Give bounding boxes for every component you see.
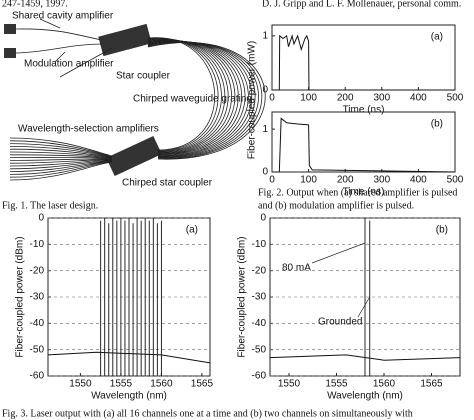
waveguide xyxy=(9,146,113,158)
diagram-label: Star coupler xyxy=(116,71,171,82)
x-tick-label: 0 xyxy=(269,93,275,104)
x-tick-label: 200 xyxy=(337,93,354,104)
x-tick-label: 200 xyxy=(337,175,354,186)
x-tick-label: 1560 xyxy=(373,379,396,390)
y-tick-label: -50 xyxy=(252,344,267,355)
panel-label: (b) xyxy=(431,119,443,130)
waveguide xyxy=(9,161,113,181)
waveguide xyxy=(147,42,266,160)
waveguide xyxy=(9,161,113,178)
waveguide xyxy=(9,148,113,158)
header-left: 247-1459, 1997. xyxy=(2,0,68,9)
plot-frame xyxy=(271,24,456,91)
y-tick-label: -50 xyxy=(30,344,45,355)
leader-line xyxy=(357,296,371,318)
x-axis-label: Time (ns) xyxy=(343,187,385,198)
diagram-label: Wavelength-selection amplifiers xyxy=(18,124,159,135)
waveguide xyxy=(9,157,113,160)
diagram-label: Chirped star coupler xyxy=(122,178,213,189)
x-tick-label: 1550 xyxy=(278,379,301,390)
waveguide xyxy=(9,140,113,157)
x-tick-label: 1555 xyxy=(110,379,133,390)
waveguide xyxy=(9,158,113,161)
diagram-label: Modulation amplifier xyxy=(24,59,114,70)
y-tick-label: -30 xyxy=(252,292,267,303)
caption: and (b) modulation amplifier is pulsed. xyxy=(258,200,414,211)
y-tick-label: 0 xyxy=(260,213,266,224)
waveguide xyxy=(9,159,113,164)
panel-label: (a) xyxy=(431,32,443,43)
y-axis-label: Fiber-coupled power (mW) xyxy=(247,41,258,159)
x-tick-label: 1560 xyxy=(150,379,173,390)
diagram-label: Shared cavity amplifier xyxy=(12,11,114,22)
panel-label: (b) xyxy=(436,225,448,236)
y-tick-label: -20 xyxy=(252,265,267,276)
data-line xyxy=(272,117,456,173)
waveguide xyxy=(9,143,113,158)
amplifier xyxy=(4,48,16,58)
annotation: 80 mA xyxy=(282,263,311,274)
x-tick-label: 400 xyxy=(410,93,427,104)
x-tick-label: 500 xyxy=(447,93,464,104)
caption: Fig. 3. Laser output with (a) all 16 cha… xyxy=(2,408,413,419)
waveguide xyxy=(9,160,113,170)
waveguide xyxy=(9,159,113,167)
y-tick-label: 0 xyxy=(262,85,268,96)
waveguide xyxy=(15,18,113,78)
x-tick-label: 300 xyxy=(373,175,390,186)
diagram-label: Chirped waveguide grating xyxy=(133,94,252,105)
waveguide xyxy=(9,160,113,172)
chirped-star-coupler xyxy=(106,135,162,177)
annotation: Grounded xyxy=(318,317,362,328)
y-tick-label: -10 xyxy=(30,239,45,250)
y-tick-label: -60 xyxy=(30,371,45,382)
waveguide xyxy=(9,137,113,157)
y-tick-label: 0 xyxy=(262,167,268,178)
panel-label: (a) xyxy=(186,225,198,236)
caption: Fig. 2. Output when (a) shared amplifier… xyxy=(258,187,457,198)
y-tick-label: 1 xyxy=(262,124,268,135)
figure-1: Shared cavity amplifier Modulation ampli… xyxy=(2,11,266,211)
y-axis-label: Fiber-coupled power (dBm) xyxy=(15,236,26,357)
x-tick-label: 1550 xyxy=(69,379,92,390)
data-line xyxy=(272,33,455,91)
y-axis-label: Fiber-coupled power (dBm) xyxy=(237,236,248,357)
x-axis-label: Wavelength (nm) xyxy=(91,391,167,402)
y-tick-label: 0 xyxy=(38,213,44,224)
x-tick-label: 500 xyxy=(447,175,464,186)
x-tick-label: 1565 xyxy=(191,379,214,390)
y-tick-label: -30 xyxy=(30,292,45,303)
x-axis-label: Wavelength (nm) xyxy=(327,391,403,402)
x-tick-label: 1555 xyxy=(325,379,348,390)
x-tick-label: 300 xyxy=(373,93,390,104)
x-axis-label: Time (ns) xyxy=(343,105,385,116)
waveguide xyxy=(9,154,113,159)
header-right: D. J. Gripp and L. F. Mollenauer, person… xyxy=(262,0,461,9)
x-tick-label: 400 xyxy=(410,175,427,186)
x-tick-label: 0 xyxy=(269,175,275,186)
y-tick-label: -40 xyxy=(30,318,45,329)
leader-line xyxy=(311,242,366,264)
y-tick-label: -20 xyxy=(30,265,45,276)
waveguide xyxy=(9,160,113,175)
plot-frame xyxy=(271,111,456,173)
y-tick-label: -60 xyxy=(252,371,267,382)
y-tick-label: -10 xyxy=(252,239,267,250)
y-tick-label: 1 xyxy=(262,30,268,41)
caption: Fig. 1. The laser design. xyxy=(2,200,98,211)
x-tick-label: 100 xyxy=(300,93,317,104)
x-tick-label: 100 xyxy=(300,175,317,186)
waveguide xyxy=(9,151,113,159)
y-tick-label: -40 xyxy=(252,318,267,329)
amplifier xyxy=(4,24,16,34)
x-tick-label: 1565 xyxy=(420,379,443,390)
